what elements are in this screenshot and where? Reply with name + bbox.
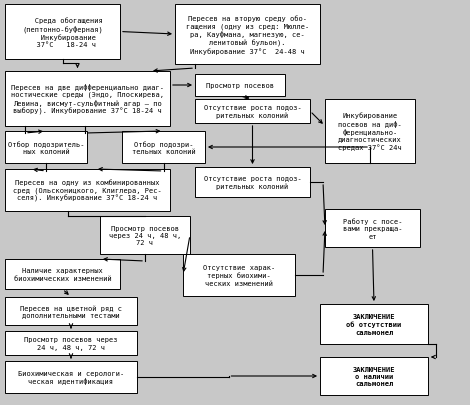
Text: Пересев на одну из комбинированных
сред (Ольсконицкого, Клиглера, Рес-
селя). Ин: Пересев на одну из комбинированных сред … bbox=[13, 179, 162, 202]
FancyBboxPatch shape bbox=[5, 331, 137, 355]
Text: Отсутствие роста подоз-
рительных колоний: Отсутствие роста подоз- рительных колони… bbox=[204, 176, 301, 190]
Text: Просмотр посевов: Просмотр посевов bbox=[206, 83, 274, 89]
Text: Пересев на цветной ряд с
дополнительными тестами: Пересев на цветной ряд с дополнительными… bbox=[20, 305, 122, 318]
FancyBboxPatch shape bbox=[320, 304, 428, 344]
Text: Работу с посе-
вами прекраща-
ет: Работу с посе- вами прекраща- ет bbox=[343, 218, 402, 239]
Text: Пересев на две дифференциально диаг-
ностические среды (Эндо, Плоскирева,
Левина: Пересев на две дифференциально диаг- нос… bbox=[11, 83, 164, 115]
FancyBboxPatch shape bbox=[195, 75, 285, 97]
FancyBboxPatch shape bbox=[122, 132, 205, 164]
FancyBboxPatch shape bbox=[5, 259, 120, 289]
FancyBboxPatch shape bbox=[325, 209, 420, 247]
Text: Отсутствие роста подоз-
рительных колоний: Отсутствие роста подоз- рительных колони… bbox=[204, 105, 301, 119]
FancyBboxPatch shape bbox=[5, 297, 137, 325]
FancyBboxPatch shape bbox=[195, 100, 310, 124]
Text: Отбор подозри-
тельных колоний: Отбор подозри- тельных колоний bbox=[132, 141, 196, 155]
FancyBboxPatch shape bbox=[5, 72, 170, 127]
FancyBboxPatch shape bbox=[183, 254, 295, 296]
Text: ЗАКЛЮЧЕНИЕ
о наличии
сальмонел: ЗАКЛЮЧЕНИЕ о наличии сальмонел bbox=[353, 366, 395, 386]
FancyBboxPatch shape bbox=[325, 100, 415, 164]
FancyBboxPatch shape bbox=[175, 5, 320, 65]
FancyBboxPatch shape bbox=[195, 168, 310, 198]
Text: Среда обогащения
(пептонно-буферная)
   Инкубирование
  37°C   18-24 ч: Среда обогащения (пептонно-буферная) Инк… bbox=[22, 17, 103, 48]
Text: Отбор подозритель-
ных колоний: Отбор подозритель- ных колоний bbox=[8, 141, 84, 155]
Text: ЗАКЛЮЧЕНИЕ
об отсутствии
сальмонел: ЗАКЛЮЧЕНИЕ об отсутствии сальмонел bbox=[346, 313, 402, 335]
FancyBboxPatch shape bbox=[5, 132, 87, 164]
FancyBboxPatch shape bbox=[5, 170, 170, 211]
FancyBboxPatch shape bbox=[100, 216, 190, 254]
Text: Просмотр посевов через
24 ч, 48 ч, 72 ч: Просмотр посевов через 24 ч, 48 ч, 72 ч bbox=[24, 337, 118, 350]
Text: Биохимическая и серологи-
ческая идентификация: Биохимическая и серологи- ческая идентиф… bbox=[18, 370, 124, 384]
Text: Инкубирование
посевов на диф-
ференциально-
диагностических
средах 37°C 24ч: Инкубирование посевов на диф- ференциаль… bbox=[338, 112, 402, 151]
Text: Отсутствие харак-
терных биохими-
ческих изменений: Отсутствие харак- терных биохими- ческих… bbox=[203, 265, 275, 286]
Text: Просмотр посевов
через 24 ч, 48 ч,
72 ч: Просмотр посевов через 24 ч, 48 ч, 72 ч bbox=[109, 225, 181, 246]
FancyBboxPatch shape bbox=[320, 357, 428, 395]
Text: Наличие характерных
биохимических изменений: Наличие характерных биохимических измене… bbox=[14, 268, 111, 281]
FancyBboxPatch shape bbox=[5, 361, 137, 393]
FancyBboxPatch shape bbox=[5, 5, 120, 60]
Text: Пересев на вторую среду обо-
гащения (одну из сред: Мюлле-
ра, Кауфмана, магнезу: Пересев на вторую среду обо- гащения (од… bbox=[186, 15, 309, 55]
